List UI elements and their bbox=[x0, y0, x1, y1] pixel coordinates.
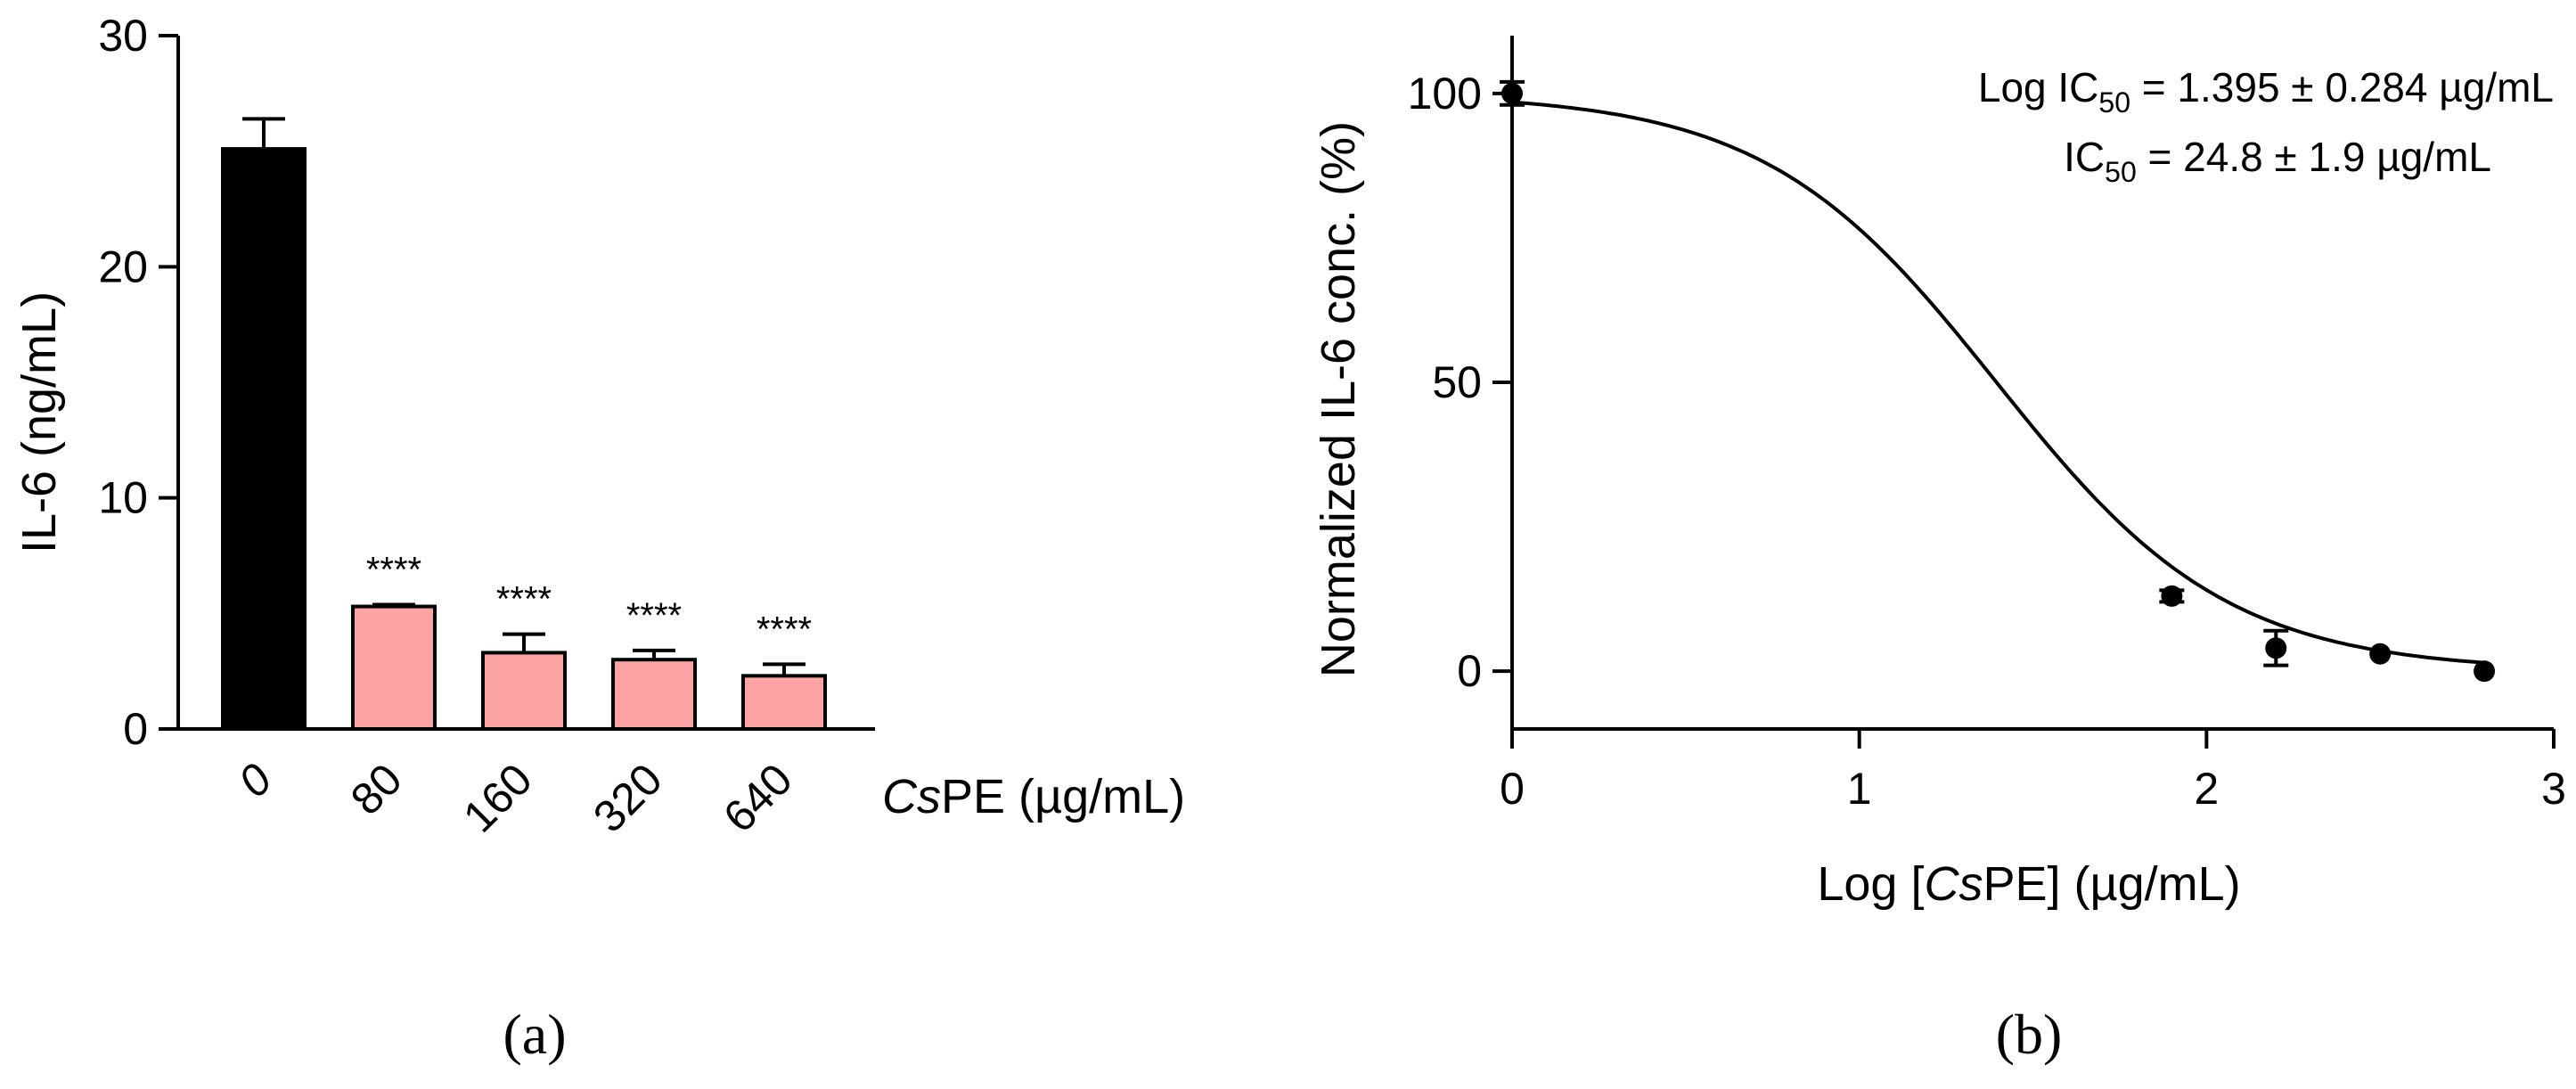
panel-a-error-bar bbox=[763, 662, 806, 676]
panel-b-x-ticks: 0 1 2 3 bbox=[1500, 729, 2566, 814]
panel-b-data-points bbox=[1501, 82, 2496, 683]
panel-b-data-point bbox=[2369, 643, 2392, 665]
panel-a-x-tick-label: 0 bbox=[229, 754, 282, 807]
panel-a-y-tick-label: 30 bbox=[98, 11, 148, 61]
panel-a-bar bbox=[351, 604, 437, 732]
panel-a-x-tick-label: 640 bbox=[714, 754, 802, 842]
panel-b-annotation-ic50: IC50 = 24.8 ± 1.9 µg/mL bbox=[2064, 134, 2491, 188]
panel-b-y-axis-title: Normalized IL-6 conc. (%) bbox=[1312, 121, 1365, 677]
panel-a-significance-label: **** bbox=[496, 580, 552, 619]
panel-b-data-point bbox=[2265, 637, 2287, 659]
panel-b-y-tick-label: 50 bbox=[1432, 357, 1482, 407]
panel-b-y-tick-label: 0 bbox=[1457, 646, 1482, 696]
panel-a-x-tick-labels: 0 80 160 320 640 bbox=[229, 754, 802, 842]
panel-a-y-axis-title: IL-6 (ng/mL) bbox=[12, 291, 66, 553]
panel-b-label: (b) bbox=[1996, 1003, 2063, 1066]
panel-a-x-axis-title: CsPE (µg/mL) bbox=[882, 770, 1185, 823]
panel-a-x-tick-label: 320 bbox=[584, 754, 672, 842]
panel-a-y-tick-label: 20 bbox=[98, 242, 148, 291]
panel-b-dose-response: Normalized IL-6 conc. (%) 0 50 100 0 1 2 3 Lo… bbox=[1312, 36, 2566, 1066]
panel-b-y-tick-label: 100 bbox=[1408, 69, 1482, 119]
panel-a-y-ticks: 0 10 20 30 bbox=[98, 11, 178, 754]
panel-a-error-bar bbox=[633, 648, 675, 660]
panel-a-bar bbox=[221, 147, 307, 732]
panel-b-annotation-log-ic50: Log IC50 = 1.395 ± 0.284 µg/mL bbox=[1978, 64, 2554, 119]
panel-a-y-tick-label: 0 bbox=[123, 704, 148, 754]
panel-b-data-point bbox=[2474, 660, 2496, 683]
panel-a-significance-label: **** bbox=[756, 610, 812, 649]
panel-b-x-axis-title: Log [CsPE] (µg/mL) bbox=[1817, 857, 2240, 911]
panel-a-x-tick-label: 80 bbox=[341, 754, 412, 824]
panel-a-x-tick-label: 160 bbox=[454, 754, 542, 842]
panel-a-significance-label: **** bbox=[366, 550, 421, 589]
panel-a-bar-chart: IL-6 (ng/mL) 0 10 20 30 **** **** **** **** 0 8… bbox=[12, 11, 1185, 1066]
panel-b-x-tick-label: 0 bbox=[1500, 764, 1525, 814]
panel-a-label: (a) bbox=[503, 1003, 566, 1066]
panel-a-error-bar bbox=[503, 632, 545, 653]
panel-b-y-ticks: 0 50 100 bbox=[1408, 69, 1512, 696]
panel-b-x-tick-label: 2 bbox=[2194, 764, 2219, 814]
panel-b-fit-curve bbox=[1511, 100, 2485, 665]
panel-a-bar bbox=[611, 658, 697, 732]
panel-b-data-point bbox=[2161, 585, 2183, 607]
panel-a-y-tick-label: 10 bbox=[98, 473, 148, 523]
panel-a-bar bbox=[481, 651, 567, 731]
panel-a-error-bars bbox=[242, 117, 806, 676]
panel-b-x-tick-label: 1 bbox=[1847, 764, 1872, 814]
panel-a-bar bbox=[741, 674, 827, 731]
panel-b-x-tick-label: 3 bbox=[2541, 764, 2566, 814]
panel-a-significance-label: **** bbox=[626, 596, 682, 635]
panel-a-error-bar bbox=[242, 117, 285, 150]
panel-a-error-bar bbox=[372, 602, 415, 607]
panel-a-significance-labels: **** **** **** **** bbox=[366, 550, 812, 649]
